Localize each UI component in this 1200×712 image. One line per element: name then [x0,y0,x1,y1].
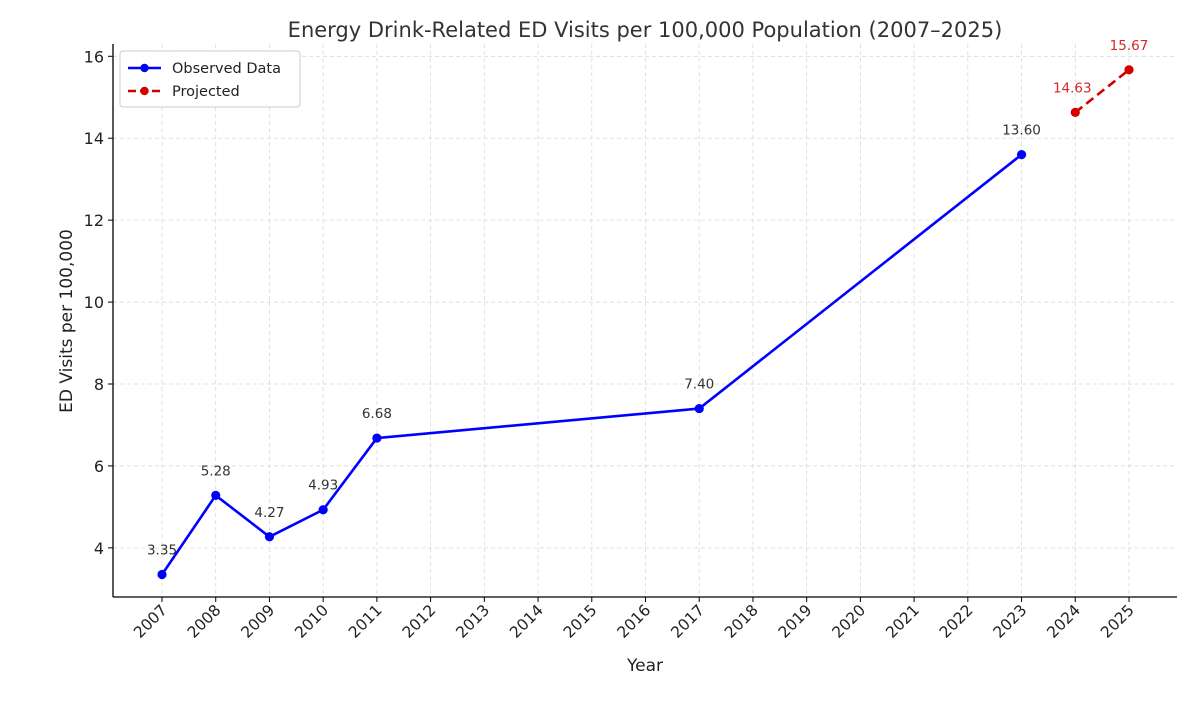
data-point [372,433,382,443]
x-tick-label: 2014 [506,601,547,642]
series-line-projected [1074,68,1130,114]
y-tick-label: 16 [84,47,104,66]
legend: Observed Data Projected [119,50,301,108]
x-tick-label: 2012 [399,601,440,642]
x-tick-label: 2017 [667,601,708,642]
legend-observed-label: Observed Data [172,61,281,77]
data-point [694,403,704,414]
data-label: 13.60 [1002,123,1041,139]
data-label: 7.40 [684,377,714,393]
x-tick-label: 2016 [614,601,655,642]
data-point [318,505,328,515]
x-tick-label: 2018 [721,601,762,642]
series [157,65,1134,580]
x-tick-label: 2023 [990,601,1031,642]
y-tick-label: 14 [84,129,104,148]
x-tick-label: 2013 [453,601,494,642]
x-tick-label: 2022 [936,601,977,642]
x-tick-label: 2008 [184,601,225,642]
chart-title: Energy Drink-Related ED Visits per 100,0… [288,18,1003,42]
y-tick-label: 6 [94,457,104,476]
x-tick-label: 2015 [560,601,601,642]
x-axis-label: Year [626,656,663,676]
x-tick-label: 2009 [238,601,279,642]
data-label: 5.28 [201,463,231,479]
x-tick-label: 2007 [130,601,171,642]
data-point [211,490,221,501]
x-tick-label: 2010 [291,601,332,642]
y-tick-label: 12 [84,211,104,230]
data-point [264,532,275,542]
data-point [1016,150,1027,160]
data-labels: 3.35 5.28 4.27 4.93 6.68 7.40 13.60 14.63 15.67 [147,38,1148,559]
x-tick-label: 2019 [775,601,816,642]
data-point [1124,65,1134,75]
legend-box [119,50,301,108]
y-tick-label: 10 [84,293,104,312]
series-line-observed [160,153,1023,576]
grid-lines [113,44,1177,597]
data-point [157,569,167,580]
x-tick-label: 2024 [1043,601,1084,642]
legend-projected-label: Projected [172,84,240,100]
data-label: 3.35 [147,542,177,558]
y-tick-label: 8 [94,375,104,394]
data-point [1070,107,1080,118]
data-label: 4.27 [254,505,284,521]
data-label: 6.68 [362,406,392,422]
data-label: 15.67 [1110,38,1149,54]
x-tick-label: 2020 [829,601,870,642]
y-tick-label: 4 [94,539,104,558]
data-label: 14.63 [1053,80,1092,96]
legend-projected-marker [140,86,149,96]
x-tick-label: 2021 [882,601,923,642]
x-tick-label: 2025 [1097,601,1138,642]
legend-observed-marker [140,63,149,73]
ticks: 2007 2008 2009 2010 2011 2012 2013 2014 2015 2016… [84,47,1138,641]
y-axis-label: ED Visits per 100,000 [57,229,77,413]
data-label: 4.93 [308,478,338,494]
x-tick-label: 2011 [345,601,386,642]
